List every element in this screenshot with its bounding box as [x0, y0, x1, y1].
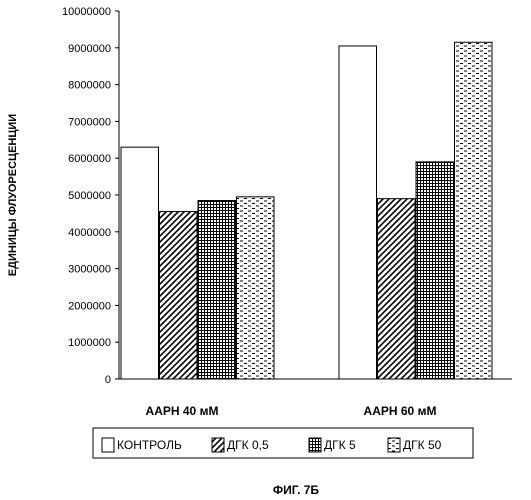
y-tick-label: 0 — [105, 374, 111, 386]
figure-caption: ФИГ. 7Б — [273, 483, 320, 497]
bar-control-1 — [121, 147, 159, 379]
y-tick-label: 8000000 — [68, 80, 111, 92]
legend-label-control: КОНТРОЛЬ — [117, 438, 182, 452]
bar-dgk-0-5-1 — [160, 212, 198, 379]
legend-swatch-dgk-5 — [309, 438, 321, 452]
y-tick-label: 6000000 — [68, 153, 111, 165]
y-tick-label: 7000000 — [68, 116, 111, 128]
category-labels: AAPH 40 мМ AAPH 60 мМ — [146, 404, 437, 418]
legend-label-dgk-5: ДГК 5 — [324, 438, 356, 452]
y-tick-label: 3000000 — [68, 264, 111, 276]
bar-dgk-50-2 — [455, 42, 493, 379]
legend-label-dgk-0-5: ДГК 0,5 — [227, 438, 269, 452]
bar-dgk-5-2 — [416, 162, 454, 379]
bars — [121, 42, 492, 379]
y-tick-label: 5000000 — [68, 190, 111, 202]
y-tick-label: 9000000 — [68, 43, 111, 55]
legend-swatch-dgk-0-5 — [212, 438, 224, 452]
bar-dgk-5-1 — [198, 201, 236, 379]
category-label: AAPH 40 мМ — [146, 404, 219, 418]
bar-dgk-0-5-2 — [378, 199, 416, 379]
legend-swatch-control — [102, 438, 114, 452]
y-tick-label: 2000000 — [68, 300, 111, 312]
bar-control-2 — [339, 46, 377, 379]
bar-dgk-50-1 — [237, 197, 275, 379]
y-tick-label: 4000000 — [68, 227, 111, 239]
y-ticks: 0 1000000 2000000 3000000 4000000 5000000 6000… — [62, 6, 119, 386]
category-label: AAPH 60 мМ — [364, 404, 437, 418]
y-tick-label: 10000000 — [62, 6, 111, 18]
y-tick-label: 1000000 — [68, 337, 111, 349]
legend-label-dgk-50: ДГК 50 — [403, 438, 442, 452]
legend-swatch-dgk-50 — [388, 438, 400, 452]
y-axis-label: ЕДИНИЦЫ ФЛУОРЕСЦЕНЦИИ — [7, 114, 19, 276]
